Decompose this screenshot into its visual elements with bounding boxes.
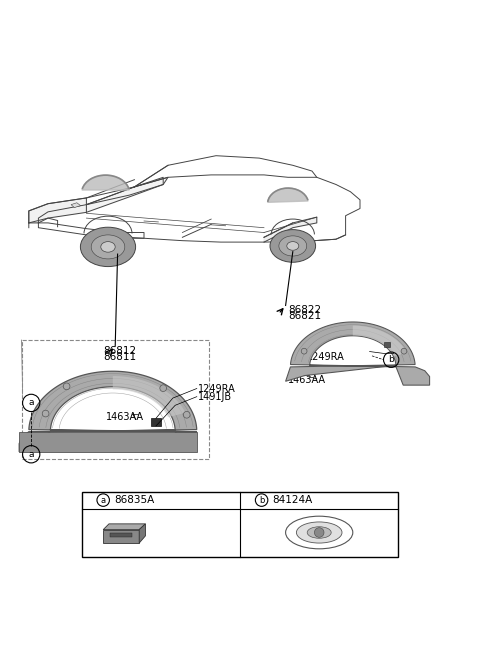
Polygon shape bbox=[86, 177, 168, 212]
Ellipse shape bbox=[307, 527, 331, 538]
Bar bbox=[22, 340, 209, 459]
Text: a: a bbox=[28, 398, 34, 407]
Circle shape bbox=[63, 383, 70, 390]
Circle shape bbox=[42, 410, 49, 417]
Text: 1249RA: 1249RA bbox=[198, 384, 236, 394]
Polygon shape bbox=[103, 530, 139, 543]
Text: b: b bbox=[388, 355, 394, 364]
Text: 1491JB: 1491JB bbox=[198, 392, 232, 401]
Polygon shape bbox=[264, 217, 317, 242]
Ellipse shape bbox=[297, 522, 342, 543]
Ellipse shape bbox=[279, 236, 307, 256]
Polygon shape bbox=[353, 326, 407, 356]
Bar bbox=[82, 491, 398, 556]
Bar bbox=[384, 342, 391, 348]
Ellipse shape bbox=[101, 242, 115, 252]
Text: 1463AA: 1463AA bbox=[106, 412, 144, 422]
Polygon shape bbox=[286, 322, 430, 385]
Text: 86835A: 86835A bbox=[114, 495, 155, 505]
Text: 86811: 86811 bbox=[103, 351, 136, 362]
Circle shape bbox=[183, 411, 190, 418]
Text: 84124A: 84124A bbox=[273, 495, 313, 505]
Ellipse shape bbox=[270, 229, 316, 262]
Circle shape bbox=[314, 528, 324, 537]
Circle shape bbox=[301, 348, 307, 354]
Ellipse shape bbox=[287, 242, 299, 250]
Polygon shape bbox=[139, 524, 145, 543]
Polygon shape bbox=[103, 524, 145, 530]
Text: 86821: 86821 bbox=[288, 311, 321, 321]
Polygon shape bbox=[29, 198, 86, 223]
Polygon shape bbox=[82, 175, 129, 190]
Bar bbox=[110, 533, 132, 537]
Circle shape bbox=[401, 348, 407, 354]
Circle shape bbox=[160, 385, 167, 392]
Polygon shape bbox=[268, 188, 308, 202]
Text: a: a bbox=[101, 495, 106, 505]
Text: 86812: 86812 bbox=[103, 346, 136, 356]
Bar bbox=[151, 419, 161, 426]
Polygon shape bbox=[19, 371, 197, 452]
Text: b: b bbox=[259, 495, 264, 505]
Ellipse shape bbox=[286, 516, 353, 549]
Ellipse shape bbox=[91, 235, 125, 259]
Polygon shape bbox=[19, 432, 197, 452]
Ellipse shape bbox=[81, 227, 135, 267]
Text: 1249RA: 1249RA bbox=[307, 352, 345, 362]
Text: 1463AA: 1463AA bbox=[288, 375, 326, 386]
Text: 86822: 86822 bbox=[288, 306, 321, 315]
Polygon shape bbox=[113, 376, 185, 417]
Polygon shape bbox=[71, 203, 81, 208]
Text: a: a bbox=[28, 450, 34, 459]
